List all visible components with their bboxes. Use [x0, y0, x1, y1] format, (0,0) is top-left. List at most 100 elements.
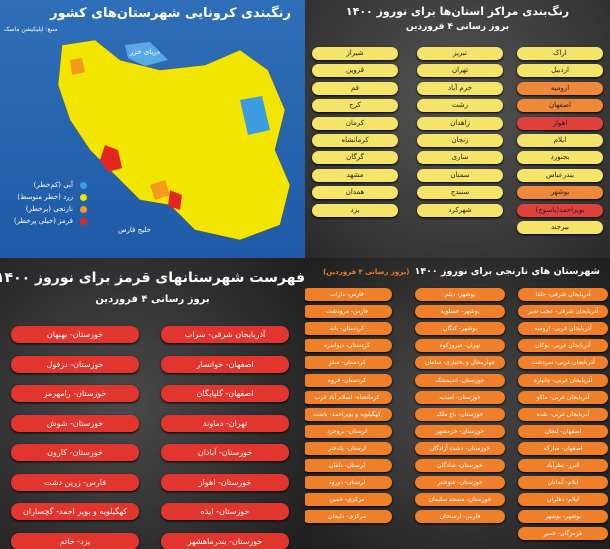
- orange-pill: لرستان- دلفان: [305, 459, 392, 472]
- legend-label: آبی (کم‌خطر): [33, 181, 73, 189]
- sea-label: دریای خزر: [130, 48, 160, 56]
- map-shape: [57, 39, 291, 241]
- orange-pill: لرستان- بروجرد: [305, 424, 392, 438]
- orange-pill: لرستان- دورود: [305, 476, 392, 490]
- orange-pill: ایلام- آبدانان: [518, 476, 608, 490]
- center-pill: یزد: [312, 203, 398, 217]
- orange-pill: فارس- مرودشت: [305, 305, 392, 319]
- orange-pill: کردستان- قروه: [305, 373, 392, 387]
- source: منبع: اپلیکیشن ماسک: [4, 26, 58, 33]
- center-pill: بویراحمد(یاسوج): [517, 203, 603, 217]
- orange-pill: خوزستان- باغ ملک: [415, 407, 505, 421]
- centers-title: رنگ‌بندی مراکز استان‌ها برای نوروز ۱۴۰۰: [345, 5, 570, 18]
- orange-pill: بوشهر- کنگان: [415, 322, 505, 336]
- centers-subtitle: بروز رسانی ۴ فروردین: [406, 22, 509, 32]
- red-pill: یزد- خاتم: [11, 532, 139, 549]
- legend-swatch: [80, 194, 87, 201]
- red-pill: آذربایجان شرقی- سراب: [161, 326, 289, 343]
- map-region: [100, 145, 122, 172]
- sea-label: خلیج فارس: [118, 226, 151, 234]
- orange-pill: آذربایجان شرقی- جلفا: [518, 288, 608, 301]
- map-panel: رنگبندی کرونایی شهرستان‌های کشور منبع: ا…: [0, 0, 305, 258]
- orange-pill: کهگیلویه و بویراحمد- باشت: [305, 407, 392, 421]
- red-panel: فهرست شهرستانهای قرمز برای نوروز ۱۴۰۰ بر…: [0, 258, 305, 549]
- center-pill: شهرکرد: [417, 203, 503, 217]
- red-pill: خوزستان- کارون: [11, 444, 139, 461]
- orange-pill: مرکزی- دلیجان: [305, 510, 392, 524]
- orange-pill: چهارمحال و بختیاری- سامان: [415, 356, 505, 370]
- orange-pill: خوزستان- شوشتر: [415, 476, 505, 490]
- red-pill: خوزستان- دزفول: [11, 355, 139, 373]
- center-pill: بجنورد: [517, 151, 603, 165]
- center-pill: ساری: [417, 151, 503, 165]
- orange-pill: کردستان- بانه: [305, 322, 392, 336]
- orange-subtitle: (بروز رسانی ۴ فروردین): [323, 268, 410, 276]
- sea-shape: [125, 42, 168, 66]
- orange-panel: شهرستان های نارنجی برای نوروز ۱۴۰۰ (بروز…: [305, 258, 610, 549]
- orange-pill: آذربایجان شرقی- عجب شیر: [518, 305, 608, 319]
- center-pill: رشت: [417, 99, 503, 113]
- centers-panel: رنگ‌بندی مراکز استان‌ها برای نوروز ۱۴۰۰ …: [305, 0, 610, 258]
- map-title: رنگبندی کرونایی شهرستان‌های کشور: [50, 6, 291, 21]
- center-pill: ارومیه: [517, 81, 603, 95]
- map-region: [168, 190, 182, 210]
- orange-pill: البرز- نظرآباد: [518, 459, 608, 472]
- red-pill: اصفهان- گلپایگان: [161, 385, 289, 402]
- orange-pill: کرمانشاه- اسلام آباد غرب: [305, 390, 392, 404]
- red-subtitle: بروز رسانی ۴ فروردین: [95, 294, 210, 305]
- legend-swatch: [80, 182, 87, 189]
- center-pill: اردبیل: [517, 64, 603, 78]
- orange-pill: خوزستان- مسجد سلیمان: [415, 493, 505, 507]
- center-pill: همدان: [312, 186, 398, 200]
- center-pill: ایلام: [517, 134, 603, 147]
- red-pill: خوزستان- بندرماهشهر: [161, 532, 289, 549]
- center-pill: سمنان: [417, 168, 503, 182]
- legend-swatch: [80, 206, 87, 213]
- orange-title: شهرستان های نارنجی برای نوروز ۱۴۰۰: [414, 266, 600, 277]
- center-pill: اراک: [517, 47, 603, 60]
- orange-pill: خوزستان- امیدیه: [415, 390, 505, 404]
- orange-pill: کردستان- دیواندره: [305, 339, 392, 353]
- orange-pill: لرستان- پلدختر: [305, 441, 392, 455]
- red-pill: فارس- زرین دشت: [11, 473, 139, 491]
- red-pill: خوزستان- بهبهان: [11, 326, 139, 343]
- red-pill: خوزستان- آبادان: [161, 444, 289, 461]
- center-pill: بندرعباس: [517, 168, 603, 182]
- center-pill: اهواز: [517, 116, 603, 130]
- orange-pill: هرمزگان- خمیر: [518, 527, 608, 541]
- orange-pill: بوشهر- عسلویه: [415, 305, 505, 319]
- red-pill: خوزستان- اهواز: [161, 473, 289, 491]
- legend-label: قرمز (خیلی پرخطر): [13, 217, 73, 225]
- center-pill: قزوین: [312, 64, 398, 78]
- map-region: [240, 96, 270, 135]
- red-pill: خوزستان- ایذه: [161, 503, 289, 520]
- orange-pill: اصفهان- مبارکه: [518, 441, 608, 455]
- orange-pill: خوزستان- دشت آزادگان: [415, 441, 505, 455]
- legend-swatch: [80, 218, 87, 225]
- center-pill: اصفهان: [517, 99, 603, 113]
- center-pill: بوشهر: [517, 186, 603, 200]
- orange-pill: بوشهر- بوشهر: [518, 510, 608, 524]
- center-pill: مشهد: [312, 168, 398, 182]
- center-pill: گرگان: [312, 151, 398, 165]
- orange-pill: آذربایجان غربی- ارومیه: [518, 322, 608, 336]
- red-title: فهرست شهرستانهای قرمز برای نوروز ۱۴۰۰: [0, 270, 305, 286]
- map: [57, 39, 291, 241]
- center-pill: بیرجند: [517, 221, 603, 234]
- center-pill: کرمانشاه: [312, 134, 398, 147]
- legend-label: نارنجی (پرخطر): [25, 205, 73, 213]
- center-pill: کرج: [312, 99, 398, 113]
- orange-pill: آذربایجان غربی- بوکان: [518, 339, 608, 353]
- red-pill: خوزستان- شوش: [11, 414, 139, 432]
- orange-pill: خوزستان- اندیمشک: [415, 373, 505, 387]
- orange-pill: کردستان- سقز: [305, 356, 392, 370]
- red-pill: کهگیلویه و بویر احمد- گچساران: [11, 503, 139, 520]
- center-pill: خرم آباد: [417, 81, 503, 95]
- red-pill: اصفهان- خوانسار: [161, 355, 289, 373]
- orange-pill: آذربایجان غربی- نقده: [518, 407, 608, 421]
- center-pill: تبریز: [417, 47, 503, 60]
- center-pill: شیراز: [312, 47, 398, 60]
- legend-label: زرد (خطر متوسط): [17, 193, 73, 201]
- orange-pill: آذربایجان غربی- سردشت: [518, 356, 608, 370]
